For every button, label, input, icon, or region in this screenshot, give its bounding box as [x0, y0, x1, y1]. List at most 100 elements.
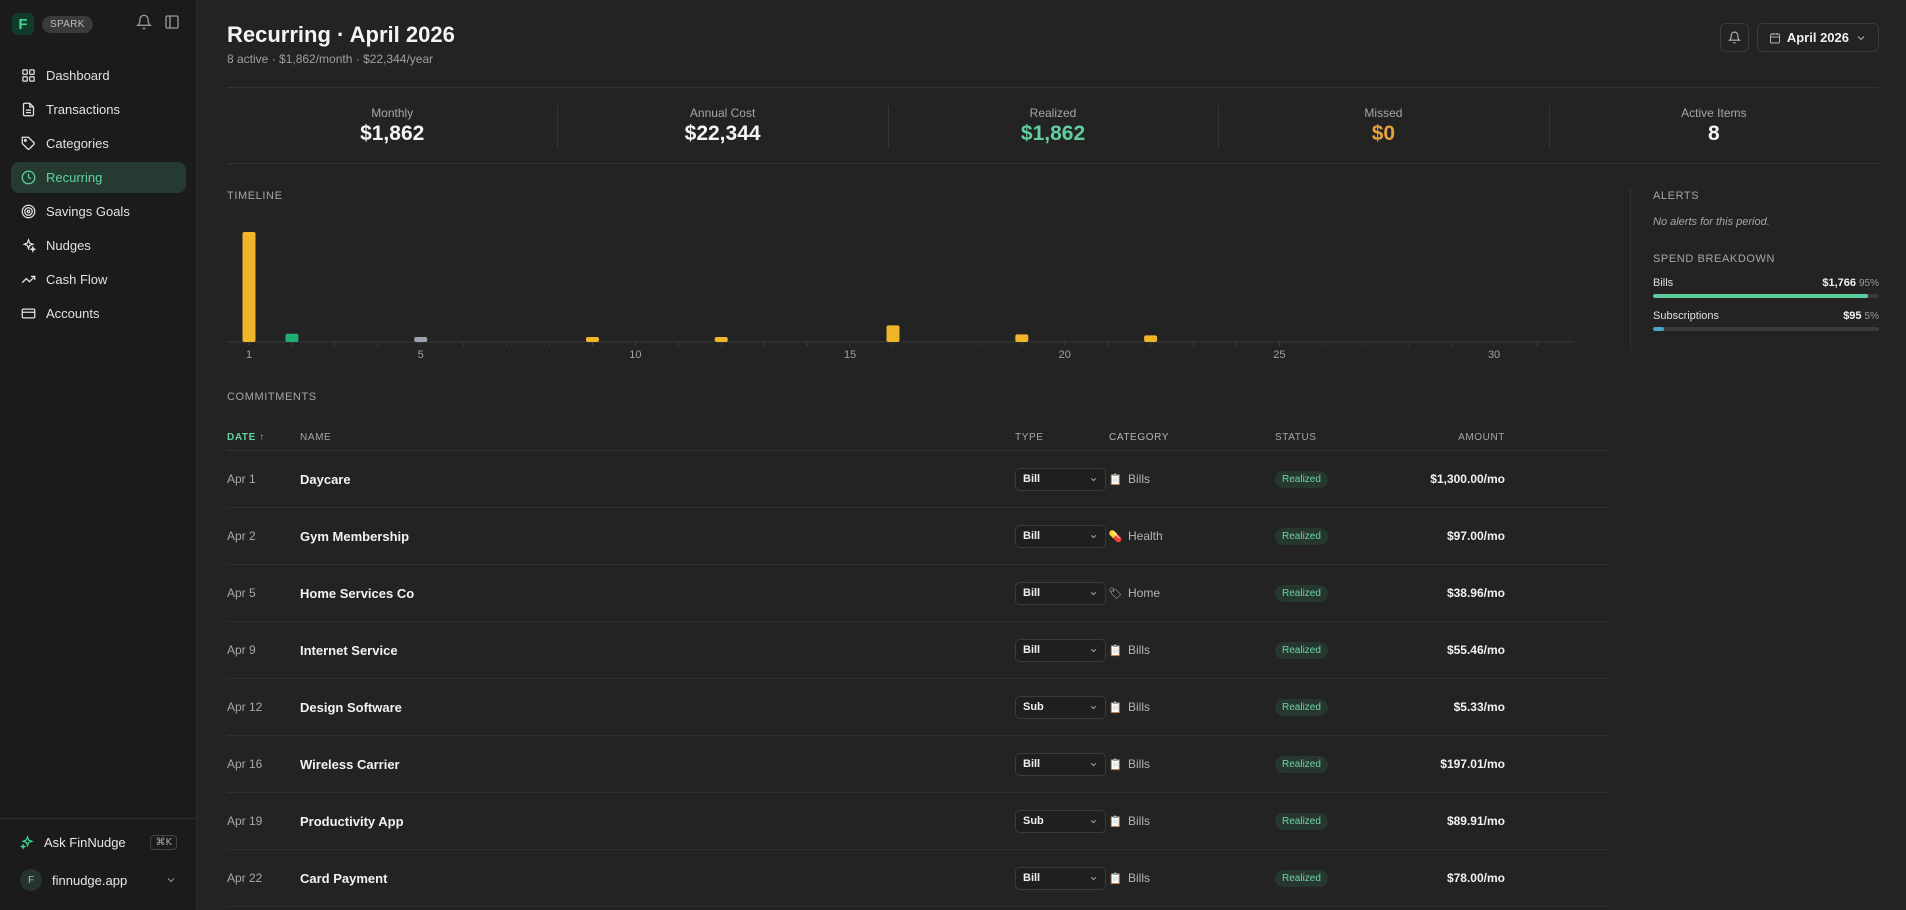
row-date: Apr 5: [227, 586, 256, 600]
month-picker[interactable]: April 2026: [1756, 23, 1879, 52]
chevron-down-icon: [1090, 477, 1097, 481]
document-icon: [22, 102, 35, 117]
chevron-down-icon: [1857, 35, 1865, 40]
alerts-empty-text: No alerts for this period.: [1653, 216, 1770, 228]
month-label: April 2026: [1786, 30, 1849, 45]
timeline-bar[interactable]: [1015, 334, 1029, 342]
row-date: Apr 1: [227, 472, 256, 486]
status-badge: Realized: [1275, 584, 1328, 602]
timeline-bar[interactable]: [714, 337, 728, 342]
category-icon: 📋: [1108, 815, 1123, 828]
timeline-bar[interactable]: [414, 337, 428, 342]
sidebar-item-dashboard[interactable]: Dashboard: [11, 60, 186, 91]
category-name: Bills: [1128, 700, 1151, 714]
ask-finnudge-button[interactable]: Ask FinNudge ⌘K: [20, 835, 177, 850]
timeline-bar[interactable]: [585, 337, 599, 342]
table-row[interactable]: Apr 9 Internet Service Bill 📋 Bills Real…: [227, 622, 1609, 679]
breakdown-bar-fill: [1653, 327, 1665, 331]
row-type-cell: Bill: [1015, 581, 1109, 605]
row-category: 📋 Bills: [1109, 472, 1275, 486]
timeline-bar[interactable]: [886, 325, 900, 342]
sidebar-item-nudges[interactable]: Nudges: [11, 230, 186, 261]
timeline-label: TIMELINE: [227, 190, 283, 202]
status-badge: Realized: [1275, 812, 1328, 830]
bell-icon[interactable]: [135, 14, 153, 35]
stat-annual-cost: Annual Cost $22,344: [557, 88, 887, 163]
chevron-down-icon: [1090, 648, 1097, 652]
type-select[interactable]: Bill: [1015, 581, 1106, 605]
category-icon: 💊: [1108, 530, 1123, 543]
status-badge: Realized: [1275, 698, 1328, 716]
category-name: Health: [1128, 529, 1163, 543]
user-menu[interactable]: F finnudge.app: [20, 869, 177, 891]
type-select[interactable]: Bill: [1015, 866, 1106, 890]
sidebar-item-label: Cash Flow: [46, 272, 108, 287]
sidebar-item-recurring[interactable]: Recurring: [11, 162, 186, 193]
row-status: Realized: [1275, 869, 1375, 887]
stat-value: $0: [1371, 122, 1396, 145]
timeline-bar[interactable]: [242, 232, 256, 342]
table-row[interactable]: Apr 16 Wireless Carrier Bill 📋 Bills Rea…: [227, 736, 1609, 793]
table-row[interactable]: Apr 5 Home Services Co Bill 🏷 Home Reali…: [227, 565, 1609, 622]
header-actions: April 2026: [1719, 23, 1879, 52]
category-icon: 📋: [1108, 758, 1123, 771]
type-select[interactable]: Bill: [1015, 752, 1106, 776]
type-value: Sub: [1023, 701, 1044, 713]
sidebar-toggle-icon[interactable]: [164, 14, 180, 35]
row-date: Apr 12: [227, 700, 263, 714]
row-name: Home Services Co: [300, 585, 415, 601]
table-row[interactable]: Apr 2 Gym Membership Bill 💊 Health Reali…: [227, 508, 1609, 565]
sidebar-item-label: Transactions: [46, 102, 120, 117]
timeline-bar[interactable]: [1144, 335, 1158, 342]
sidebar-item-transactions[interactable]: Transactions: [11, 94, 186, 125]
chevron-down-icon: [1090, 876, 1097, 880]
column-header-status[interactable]: STATUS: [1275, 431, 1317, 443]
table-row[interactable]: Apr 19 Productivity App Sub 📋 Bills Real…: [227, 793, 1609, 850]
type-select[interactable]: Bill: [1015, 638, 1106, 662]
row-amount: $89.91/mo: [1446, 814, 1505, 828]
column-header-type[interactable]: TYPE: [1015, 431, 1044, 443]
column-header-amount[interactable]: AMOUNT: [1458, 431, 1505, 443]
sidebar: F SPARK Dashboard Transactions Categorie…: [0, 0, 197, 910]
timeline-tick-label: 5: [418, 349, 424, 360]
type-select[interactable]: Sub: [1015, 695, 1106, 719]
category-name: Bills: [1128, 757, 1151, 771]
column-header-date[interactable]: DATE ↑: [227, 431, 265, 443]
notifications-button[interactable]: [1719, 23, 1749, 52]
logo[interactable]: F: [12, 13, 34, 35]
column-header-name[interactable]: NAME: [300, 431, 332, 443]
sidebar-item-categories[interactable]: Categories: [11, 128, 186, 159]
type-select[interactable]: Sub: [1015, 809, 1106, 833]
sidebar-item-savings-goals[interactable]: Savings Goals: [11, 196, 186, 227]
row-name: Gym Membership: [300, 528, 410, 544]
row-type-cell: Sub: [1015, 809, 1109, 833]
brand: F SPARK: [12, 13, 93, 35]
type-select[interactable]: Bill: [1015, 467, 1106, 491]
category-name: Bills: [1128, 643, 1151, 657]
timeline-tick-label: 25: [1273, 349, 1285, 360]
table-row[interactable]: Apr 12 Design Software Sub 📋 Bills Reali…: [227, 679, 1609, 736]
table-row[interactable]: Apr 1 Daycare Bill 📋 Bills Realized $1,3…: [227, 451, 1609, 508]
status-badge: Realized: [1275, 869, 1328, 887]
row-category: 📋 Bills: [1109, 814, 1275, 828]
sidebar-footer: Ask FinNudge ⌘K F finnudge.app: [0, 818, 197, 910]
sidebar-item-accounts[interactable]: Accounts: [11, 298, 186, 329]
column-header-category[interactable]: CATEGORY: [1109, 431, 1169, 443]
table-row[interactable]: Apr 22 Card Payment Bill 📋 Bills Realize…: [227, 850, 1609, 907]
row-category: 🏷 Home: [1109, 586, 1275, 600]
type-select[interactable]: Bill: [1015, 524, 1106, 548]
page-title: Recurring · April 2026: [227, 22, 455, 47]
bell-icon: [1727, 31, 1741, 44]
breakdown-item-subscriptions: Subscriptions $95 5%: [1653, 310, 1879, 331]
right-panel: ALERTS No alerts for this period. SPEND …: [1653, 190, 1879, 331]
row-status: Realized: [1275, 812, 1375, 830]
row-amount: $78.00/mo: [1446, 871, 1505, 885]
timeline-bar[interactable]: [285, 333, 299, 342]
sidebar-item-cash-flow[interactable]: Cash Flow: [11, 264, 186, 295]
row-category: 💊 Health: [1109, 529, 1275, 543]
avatar: F: [20, 869, 42, 891]
sparkle-icon: [22, 238, 36, 253]
spend-breakdown-label: SPEND BREAKDOWN: [1653, 253, 1776, 265]
grid-icon: [22, 69, 35, 82]
clock-icon: [21, 170, 36, 185]
